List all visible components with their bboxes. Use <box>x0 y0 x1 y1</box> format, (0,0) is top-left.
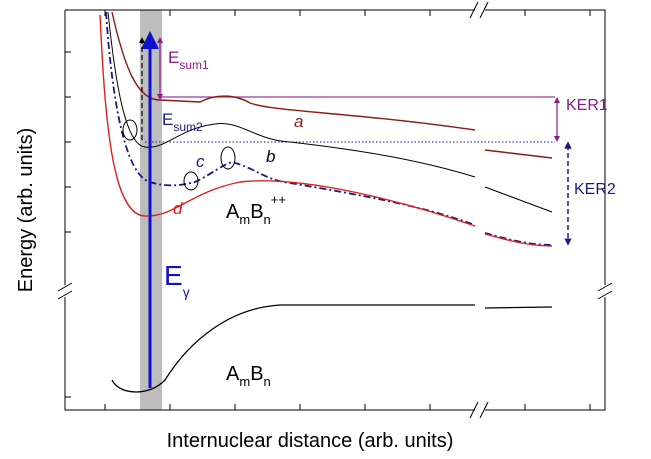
crossing-marks <box>122 119 236 191</box>
curve-b <box>107 11 553 213</box>
label-part: E <box>162 110 173 129</box>
label-part: ++ <box>271 192 286 207</box>
curve-d <box>99 14 553 247</box>
label-part: A <box>226 201 240 223</box>
label-part: n <box>264 212 271 227</box>
frame <box>57 1 613 419</box>
ker2-label: KER2 <box>574 181 616 198</box>
egamma-label: Eγ <box>164 260 190 300</box>
ground-curve <box>111 304 553 393</box>
esum2-label: Esum2 <box>162 110 203 134</box>
y-axis-label: Energy (arb. units) <box>15 128 37 293</box>
neutral-label: AmBn <box>226 363 271 389</box>
label-part: n <box>264 374 271 389</box>
label-part: m <box>239 374 250 389</box>
curve-a <box>111 11 553 159</box>
label-part: E <box>168 48 179 67</box>
label-part: γ <box>183 284 190 300</box>
curve-c-label: c <box>196 152 205 171</box>
label-part: m <box>239 212 250 227</box>
label-part: A <box>226 363 240 385</box>
esum1-label: Esum1 <box>168 48 209 72</box>
curve-c <box>105 11 553 246</box>
label-part: E <box>164 260 183 291</box>
label-part: B <box>250 363 263 385</box>
ker1-label: KER1 <box>566 97 608 114</box>
label-part: B <box>250 201 263 223</box>
curve-a-label: a <box>294 112 303 131</box>
label-part: sum2 <box>173 120 203 134</box>
curve-b-label: b <box>266 147 275 166</box>
label-part: sum1 <box>179 58 209 72</box>
ion-label: AmBn++ <box>226 192 286 227</box>
curve-d-label: d <box>173 199 183 218</box>
x-axis-label: Internuclear distance (arb. units) <box>167 430 454 452</box>
